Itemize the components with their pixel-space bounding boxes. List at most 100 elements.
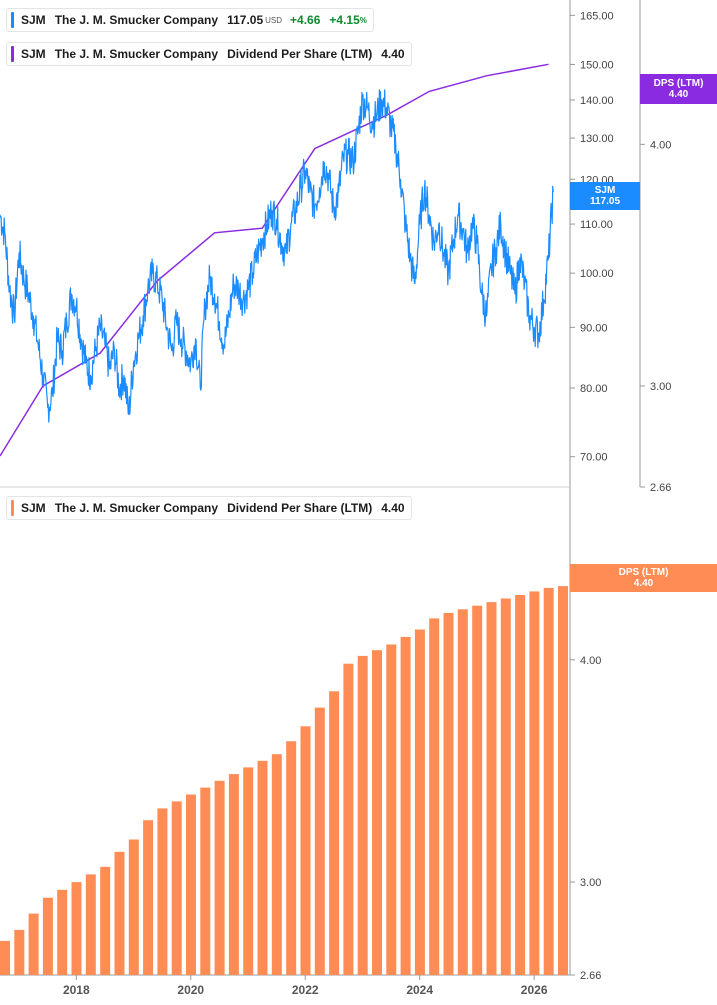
legend-dps-bottom-ticker: SJM [21,501,46,515]
price-line-group [0,89,554,423]
dps-top-axis-ticks: 4.00 3.00 2.66 [640,139,671,494]
legend-dps-top[interactable]: SJM The J. M. Smucker Company Dividend P… [6,42,412,66]
x-axis-ticks: 2018 2020 2022 2024 2026 [63,975,548,997]
dps-bar [128,839,139,975]
dps-bottom-tag-value: 4.40 [633,578,654,589]
dps-bar [214,780,225,975]
price-line [0,89,554,423]
dps-bar [357,655,368,975]
legend-price-currency: USD [265,15,283,25]
dps-bar [200,787,211,975]
legend-price-company: The J. M. Smucker Company [54,13,219,27]
dps-bar [28,913,39,975]
legend-price-ticker: SJM [21,13,46,27]
legend-price-pct-sign: % [359,15,367,25]
dps-bar [314,707,325,975]
dps-bar [114,851,125,975]
legend-dps-top-value: 4.40 [381,47,405,61]
dps-bar [57,889,68,975]
dps-top-value-tag: DPS (LTM) 4.40 [640,74,717,104]
dps-bar [157,808,168,975]
price-tick-label: 100.00 [580,268,614,280]
legend-dps-bottom-metric: Dividend Per Share (LTM) [227,501,373,515]
dps-bar [286,741,297,975]
dps-bar [543,587,554,975]
dps-bar [143,820,154,975]
dps-bottom-tag-label: DPS (LTM) [618,567,669,578]
dps-bar [85,874,96,975]
dps-bar [558,586,568,975]
price-tick-label: 70.00 [580,452,608,464]
dps-bar [529,591,540,975]
legend-price-value: 117.05 [227,13,264,27]
legend-price-change-pct: +4.15 [329,13,360,27]
price-tick-label: 90.00 [580,322,608,334]
price-tick-label: 110.00 [580,219,613,231]
dps-bar [243,767,254,975]
dps-bar [500,598,511,975]
legend-dps-bottom[interactable]: SJM The J. M. Smucker Company Dividend P… [6,496,412,520]
price-tag-value: 117.05 [589,196,621,207]
x-tick-label: 2026 [521,983,548,997]
dps-bottom-axis-ticks: 4.00 3.00 2.66 [570,655,601,982]
x-tick-label: 2024 [406,983,433,997]
dps-bar [300,726,311,975]
x-tick-label: 2022 [292,983,319,997]
dps-bar [414,629,425,975]
legend-dps-bottom-company: The J. M. Smucker Company [54,501,219,515]
price-tick-label: 130.00 [580,133,614,145]
dps-bar [42,897,53,975]
dps-bar [228,774,239,975]
dps-bottom-value-tag: DPS (LTM) 4.40 [570,564,717,592]
dps-bottom-tick-label: 3.00 [580,877,601,889]
dps-bars-group [0,586,568,975]
x-tick-label: 2018 [63,983,90,997]
dps-bar [343,663,354,975]
dps-bar [400,636,411,975]
dps-bar [457,609,468,975]
dps-line-group [0,63,549,457]
legend-price-change: +4.66 [290,13,321,27]
dps-bar [171,801,182,975]
dps-bar [329,691,340,975]
dps-bottom-tick-label: 2.66 [580,970,601,982]
dps-bar [515,595,526,975]
dps-bar [186,794,196,975]
dps-top-tag-label: DPS (LTM) [653,78,704,89]
legend-price[interactable]: SJM The J. M. Smucker Company 117.05 USD… [6,8,374,32]
price-tick-label: 140.00 [580,95,614,107]
price-tick-label: 80.00 [580,383,608,395]
dps-bar [372,650,382,975]
dps-bar [0,940,10,975]
legend-dps-top-swatch [11,46,14,62]
dps-bar [486,602,497,975]
dps-bar [443,612,454,975]
dps-top-tag-value: 4.40 [668,89,689,100]
price-tag-label: SJM [594,185,616,196]
legend-price-swatch [11,12,14,28]
price-tick-label: 165.00 [580,10,614,22]
legend-dps-top-ticker: SJM [21,47,46,61]
dps-top-tick-label: 4.00 [650,139,671,151]
legend-dps-bottom-swatch [11,500,14,516]
dps-bar [100,866,111,975]
dps-bar [71,882,82,975]
dps-bar [386,644,397,975]
dps-top-tick-label: 2.66 [650,482,671,494]
dps-top-tick-label: 3.00 [650,381,671,393]
legend-dps-top-metric: Dividend Per Share (LTM) [227,47,373,61]
price-value-tag: SJM 117.05 [570,182,640,210]
dps-bar [429,618,440,975]
x-tick-label: 2020 [177,983,204,997]
price-tick-label: 150.00 [580,59,614,71]
legend-dps-bottom-value: 4.40 [381,501,405,515]
dps-bar [14,929,25,975]
dps-bar [472,605,483,975]
dps-bar [271,754,282,975]
legend-dps-top-company: The J. M. Smucker Company [54,47,219,61]
price-left-axis-ticks: 165.00150.00140.00130.00120.00110.00100.… [570,10,614,464]
dps-bar [257,760,268,975]
dps-line [0,63,549,457]
dps-bottom-tick-label: 4.00 [580,655,601,667]
